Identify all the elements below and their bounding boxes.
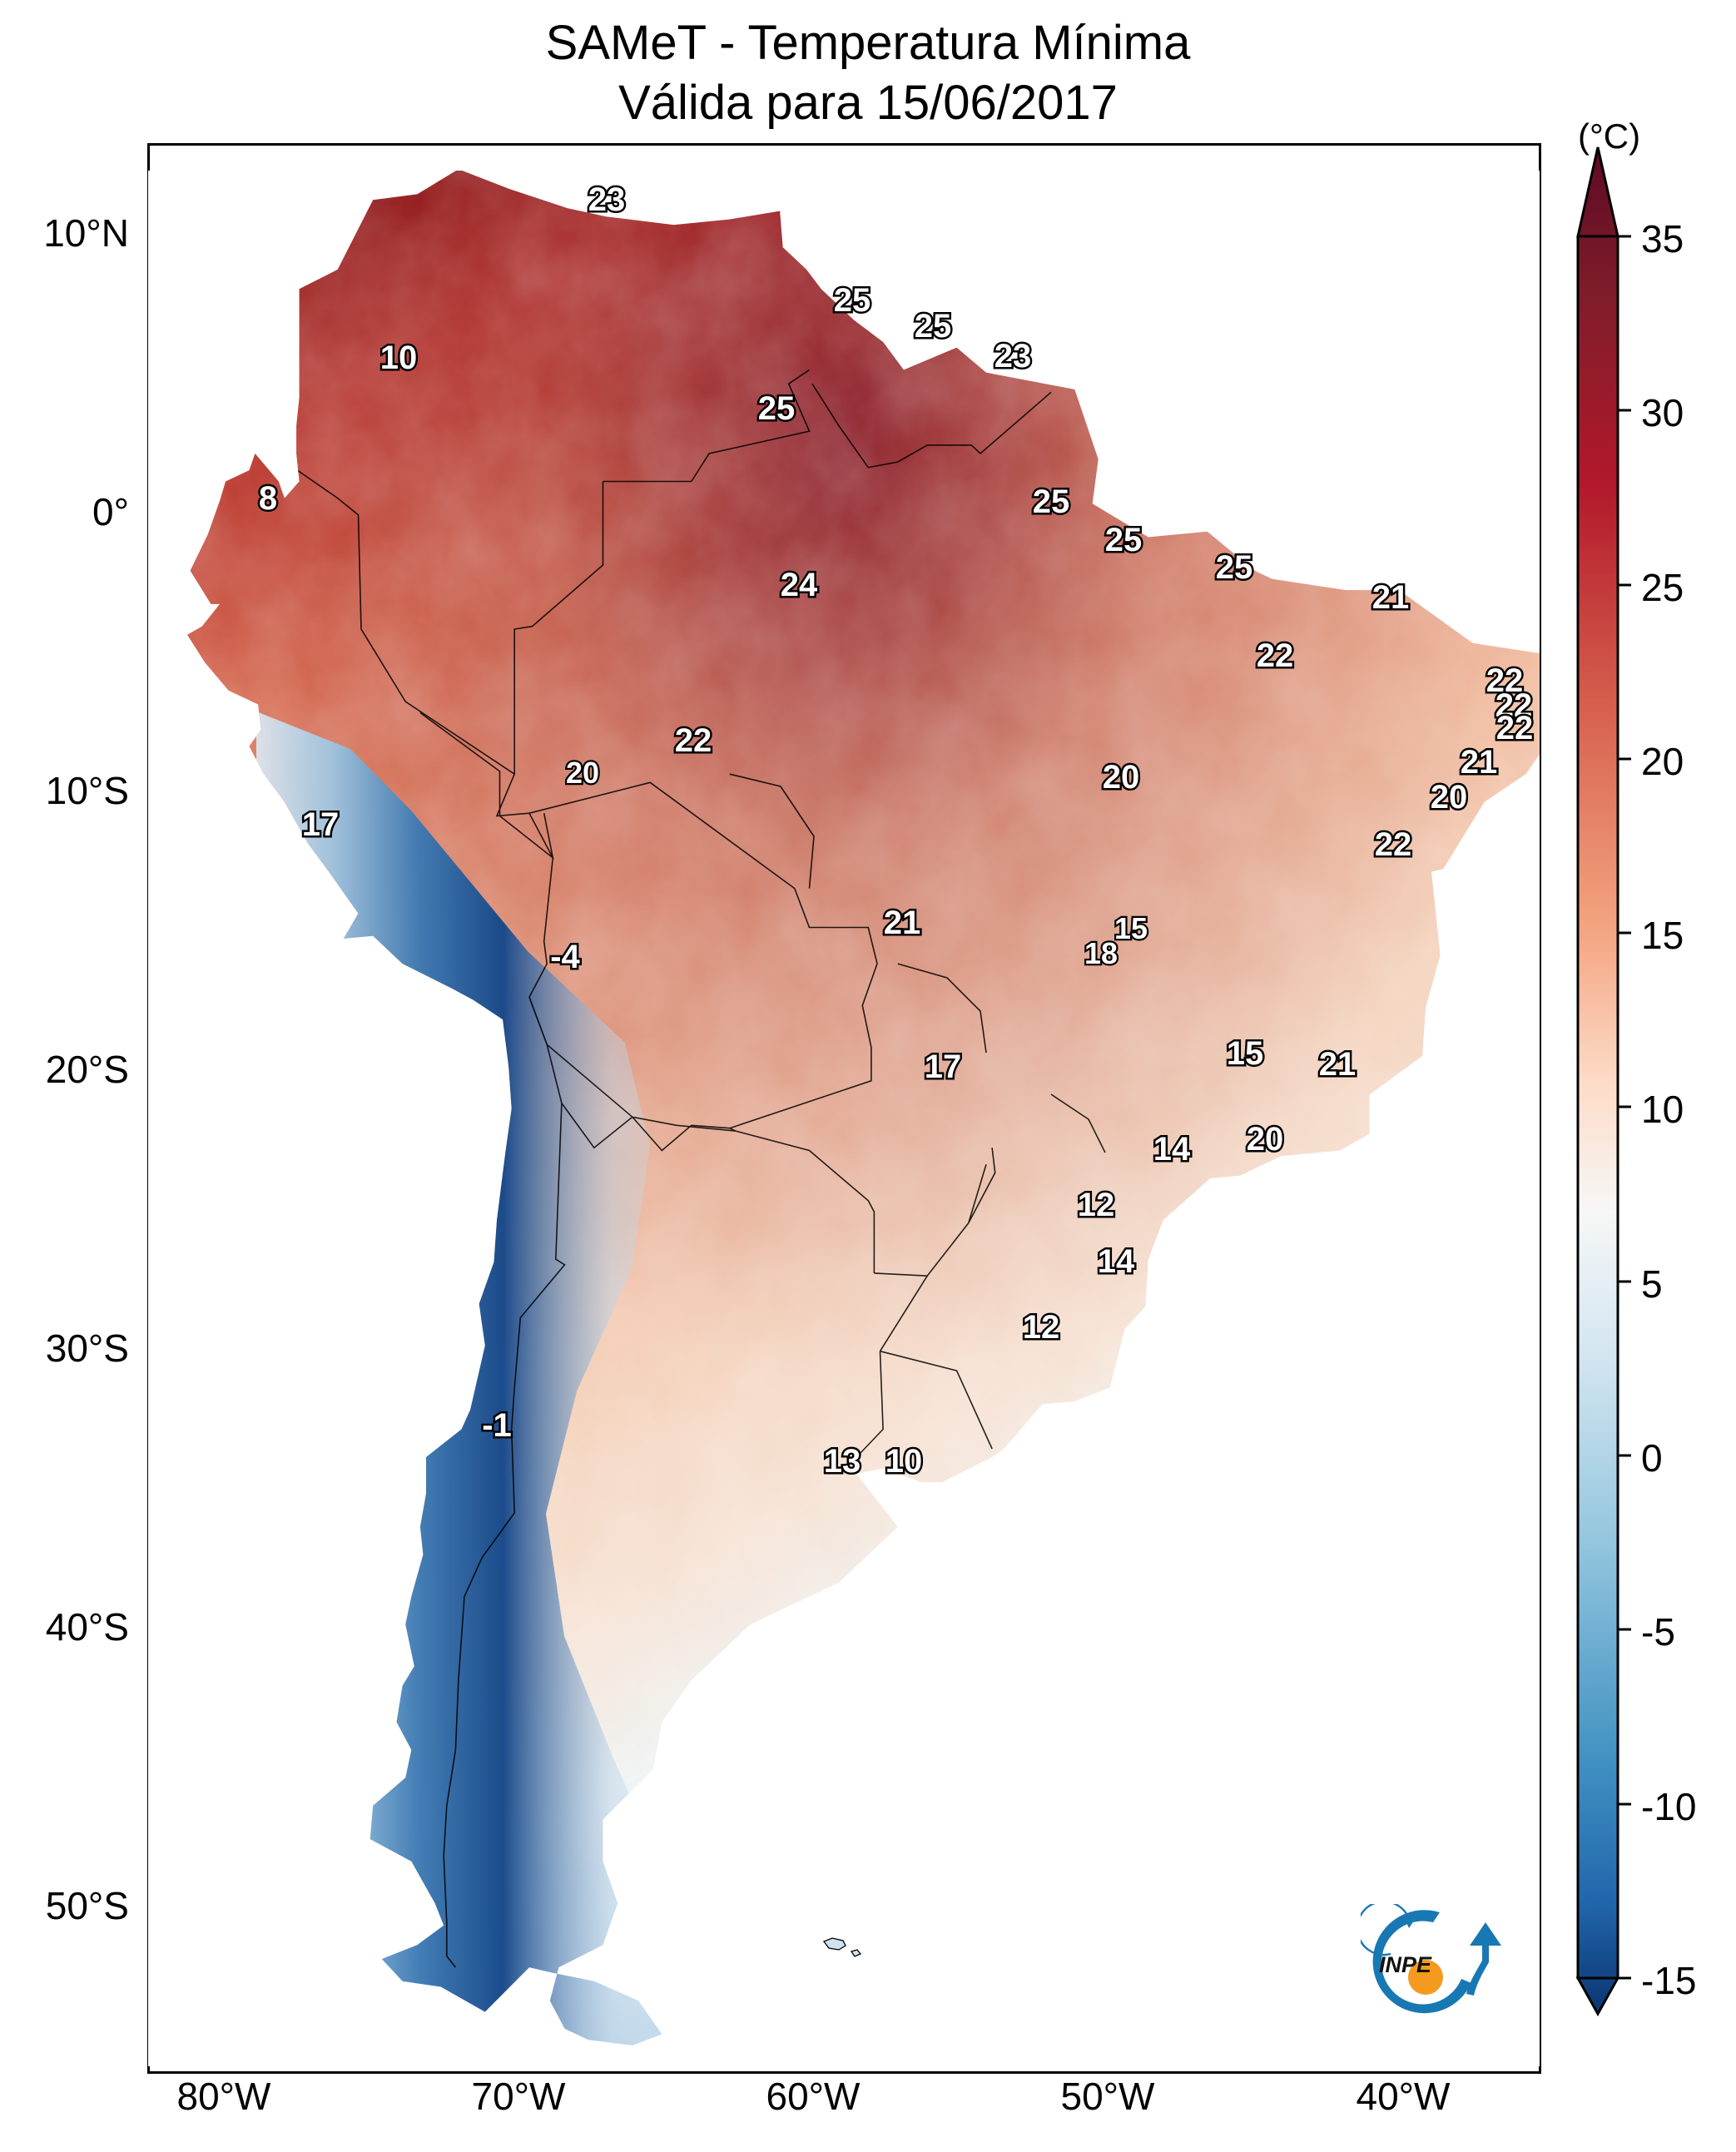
svg-text:23: 23 xyxy=(588,181,626,218)
svg-text:21: 21 xyxy=(884,905,921,941)
svg-text:20: 20 xyxy=(566,756,599,790)
svg-text:25: 25 xyxy=(915,308,952,345)
svg-text:17: 17 xyxy=(302,806,340,843)
svg-text:20: 20 xyxy=(1431,779,1468,816)
svg-text:22: 22 xyxy=(1375,826,1412,863)
svg-text:12: 12 xyxy=(1078,1187,1115,1223)
svg-text:23: 23 xyxy=(994,338,1032,374)
svg-text:14: 14 xyxy=(1098,1243,1135,1280)
svg-text:INPE: INPE xyxy=(1379,1952,1432,1977)
svg-text:12: 12 xyxy=(1023,1309,1060,1346)
svg-text:10: 10 xyxy=(380,340,418,376)
svg-text:15: 15 xyxy=(1227,1035,1264,1072)
svg-text:17: 17 xyxy=(925,1049,962,1085)
svg-text:18: 18 xyxy=(1084,936,1118,970)
svg-text:15: 15 xyxy=(1114,911,1148,945)
svg-text:25: 25 xyxy=(758,390,796,427)
svg-text:-1: -1 xyxy=(482,1407,512,1444)
svg-text:20: 20 xyxy=(1247,1121,1284,1158)
svg-text:25: 25 xyxy=(1105,522,1143,558)
svg-text:20: 20 xyxy=(1103,759,1140,796)
svg-text:10: 10 xyxy=(885,1443,923,1480)
svg-text:25: 25 xyxy=(834,282,871,319)
svg-text:25: 25 xyxy=(1216,549,1253,586)
svg-text:14: 14 xyxy=(1153,1131,1191,1168)
svg-text:21: 21 xyxy=(1461,744,1498,781)
svg-text:8: 8 xyxy=(259,480,277,517)
svg-text:22: 22 xyxy=(1496,710,1534,746)
svg-text:21: 21 xyxy=(1319,1046,1357,1083)
svg-text:13: 13 xyxy=(824,1443,861,1480)
svg-text:-4: -4 xyxy=(550,939,580,975)
svg-text:21: 21 xyxy=(1372,579,1410,616)
svg-text:25: 25 xyxy=(1033,483,1070,520)
svg-text:22: 22 xyxy=(1257,637,1294,674)
svg-text:24: 24 xyxy=(781,567,818,603)
svg-text:22: 22 xyxy=(675,722,712,759)
